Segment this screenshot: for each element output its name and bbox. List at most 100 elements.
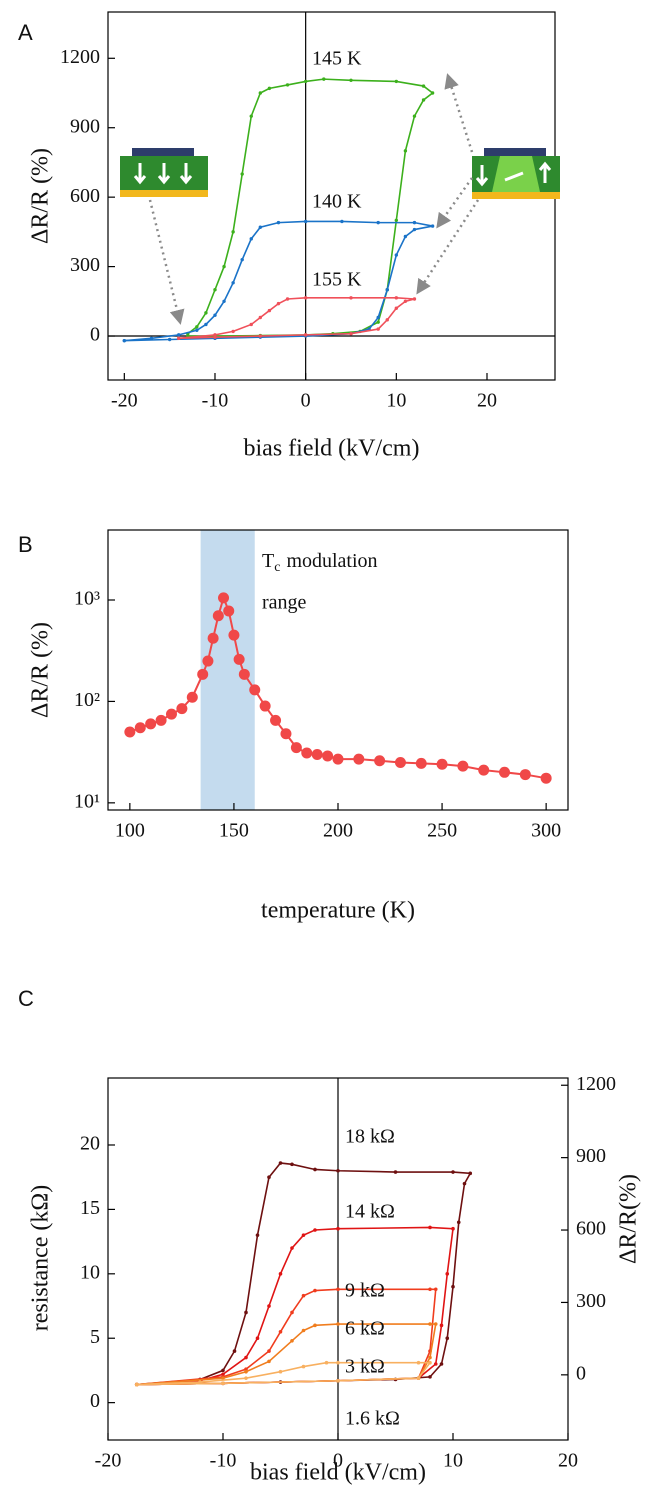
data-point (167, 337, 172, 342)
data-point (313, 1323, 317, 1328)
x-tick-label: 20 (477, 390, 497, 412)
series-label: 155 K (312, 269, 362, 291)
annotation-symbol: T (262, 550, 274, 572)
data-point (267, 308, 272, 313)
data-point (462, 1181, 467, 1186)
data-point (540, 772, 552, 784)
data-point (255, 1233, 260, 1237)
data-point (340, 219, 344, 224)
data-point (451, 1284, 455, 1289)
data-point (349, 332, 353, 336)
y2-tick-label: 1200 (576, 1073, 616, 1095)
data-point (428, 1322, 432, 1326)
data-point (285, 83, 290, 87)
y-tick-label: 1200 (60, 46, 100, 68)
data-point (218, 592, 230, 604)
data-point (313, 1167, 317, 1172)
data-point (336, 1168, 340, 1173)
data-point (258, 334, 263, 338)
data-point (412, 297, 417, 301)
data-point (221, 1381, 225, 1386)
data-point (267, 1359, 271, 1364)
series-label: 6 kΩ (345, 1318, 385, 1340)
y-tick-label: 10³ (74, 588, 100, 610)
data-point (222, 299, 226, 304)
y-tick-label: 10 (80, 1261, 100, 1283)
series-line (136, 1226, 454, 1386)
data-point (195, 328, 199, 332)
data-point (238, 668, 250, 680)
data-point (415, 757, 427, 769)
y2-tick-label: 0 (576, 1362, 586, 1384)
data-point (270, 714, 282, 726)
data-point (394, 218, 399, 223)
x-tick-label: 300 (531, 820, 561, 842)
annotation: range (262, 592, 307, 614)
data-point (197, 668, 209, 680)
data-point (412, 227, 417, 232)
data-point (290, 1339, 294, 1343)
data-point (456, 1220, 461, 1225)
data-point (428, 1225, 432, 1230)
x-tick-label: 10 (443, 1450, 463, 1472)
data-point (385, 318, 389, 322)
y2-axis-label: ΔR/R(%) (616, 1174, 642, 1264)
data-point (149, 336, 154, 341)
data-point (212, 610, 224, 622)
y2-tick-label: 300 (576, 1290, 606, 1312)
data-point (394, 79, 399, 84)
data-point (478, 764, 490, 776)
data-point (177, 336, 181, 341)
x-tick-label: 0 (301, 390, 311, 412)
data-point (267, 1175, 271, 1179)
data-point (376, 315, 380, 320)
data-point (403, 149, 408, 153)
data-point (394, 296, 399, 300)
data-point (468, 1171, 473, 1176)
y-tick-label: 10¹ (74, 790, 100, 812)
plot-frame (107, 529, 569, 811)
data-point (353, 753, 365, 765)
data-point (240, 172, 244, 176)
y-tick-label: 20 (80, 1133, 100, 1155)
x-tick-label: -10 (210, 1450, 237, 1472)
data-point (223, 605, 235, 617)
data-point (290, 1162, 294, 1167)
data-point (278, 1161, 283, 1165)
data-point (176, 703, 188, 715)
data-point (445, 1272, 450, 1276)
data-point (240, 257, 244, 262)
data-point (165, 708, 177, 720)
data-point (303, 333, 308, 337)
y-tick-label: 0 (90, 1390, 100, 1412)
data-point (228, 629, 240, 641)
data-point (255, 1336, 260, 1341)
data-point (213, 333, 217, 337)
data-point (430, 224, 435, 228)
data-point (233, 653, 245, 665)
data-point (244, 1376, 248, 1380)
data-point (204, 311, 208, 315)
data-point (124, 726, 136, 738)
data-point (267, 1304, 271, 1308)
series-label: 145 K (312, 48, 362, 70)
data-point (202, 655, 214, 667)
arrows (148, 73, 480, 325)
data-point (451, 1170, 455, 1174)
data-point (231, 230, 235, 234)
data-point (231, 329, 235, 334)
data-point (244, 1369, 248, 1374)
data-point (213, 313, 217, 317)
x-tick-label: 20 (558, 1450, 578, 1472)
data-point (403, 299, 408, 304)
data-point (433, 1322, 438, 1326)
x-tick-label: 200 (323, 820, 353, 842)
data-point (267, 86, 272, 91)
data-point (428, 1360, 432, 1365)
data-point (134, 722, 146, 734)
data-point (221, 1376, 225, 1380)
data-point (376, 320, 380, 324)
annotation-subscript: c (274, 560, 280, 575)
